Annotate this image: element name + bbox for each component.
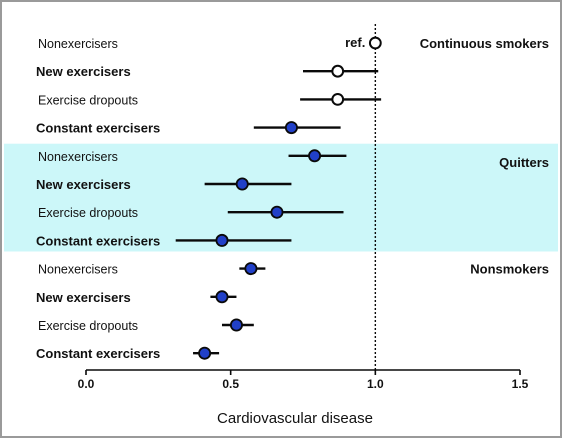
highlight-bands — [4, 143, 558, 252]
row-continuous-smokers-exercise-dropouts: Exercise dropouts — [38, 93, 382, 107]
group-label-quitters: Quitters — [499, 155, 549, 170]
row-label: New exercisers — [36, 177, 131, 192]
highlight-band-quitters — [4, 143, 558, 252]
x-tick-label: 1.5 — [512, 377, 529, 391]
row-quitters-new-exercisers: New exercisers — [36, 177, 292, 192]
x-tick-label: 1.0 — [367, 377, 384, 391]
x-tick-label: 0.5 — [222, 377, 239, 391]
row-label: Exercise dropouts — [38, 93, 138, 107]
row-quitters-exercise-dropouts: Exercise dropouts — [38, 205, 344, 220]
estimate-point-marker — [198, 346, 212, 360]
row-label: Exercise dropouts — [38, 319, 138, 333]
row-continuous-smokers-new-exercisers: New exercisers — [36, 64, 379, 79]
estimate-point-marker — [270, 205, 284, 219]
row-nonsmokers-nonexercisers: Nonexercisers — [38, 262, 266, 277]
row-continuous-smokers-nonexercisers: Nonexercisers ref. — [38, 35, 382, 51]
x-tick-label: 0.0 — [78, 377, 95, 391]
row-label: Nonexercisers — [38, 263, 118, 277]
row-label: Constant exercisers — [36, 121, 160, 136]
row-nonsmokers-new-exercisers: New exercisers — [36, 290, 237, 305]
group-label-continuous-smokers: Continuous smokers — [420, 36, 549, 51]
estimate-point-marker — [229, 318, 243, 332]
row-label: Exercise dropouts — [38, 206, 138, 220]
row-label: Constant exercisers — [36, 233, 160, 248]
row-quitters-nonexercisers: Nonexercisers — [38, 149, 347, 164]
row-quitters-constant-exercisers: Constant exercisers — [36, 233, 292, 248]
x-axis: 0.0 0.5 1.0 1.5 — [78, 369, 529, 391]
estimate-point-marker — [215, 233, 229, 247]
estimate-point-marker — [308, 149, 322, 163]
group-labels: Continuous smokers Quitters Nonsmokers — [420, 36, 549, 277]
estimate-point-marker — [284, 121, 298, 135]
reference-label: ref. — [345, 35, 365, 50]
estimate-point-marker — [235, 177, 249, 191]
reference-point-marker — [331, 93, 345, 106]
row-label: Nonexercisers — [38, 37, 118, 51]
estimate-point-marker — [215, 290, 229, 304]
x-axis-title: Cardiovascular disease — [217, 410, 373, 427]
row-continuous-smokers-constant-exercisers: Constant exercisers — [36, 121, 341, 136]
row-nonsmokers-exercise-dropouts: Exercise dropouts — [38, 318, 254, 333]
rows-layer: Nonexercisers ref. New exercisers Exercise … — [36, 35, 382, 361]
reference-point-marker — [331, 64, 345, 78]
estimate-point-marker — [244, 262, 258, 276]
row-label: New exercisers — [36, 290, 131, 305]
group-label-nonsmokers: Nonsmokers — [470, 262, 549, 277]
reference-point-marker — [368, 36, 382, 50]
row-label: Nonexercisers — [38, 150, 118, 164]
row-label: Constant exercisers — [36, 346, 160, 361]
row-nonsmokers-constant-exercisers: Constant exercisers — [36, 346, 220, 361]
row-label: New exercisers — [36, 64, 131, 79]
